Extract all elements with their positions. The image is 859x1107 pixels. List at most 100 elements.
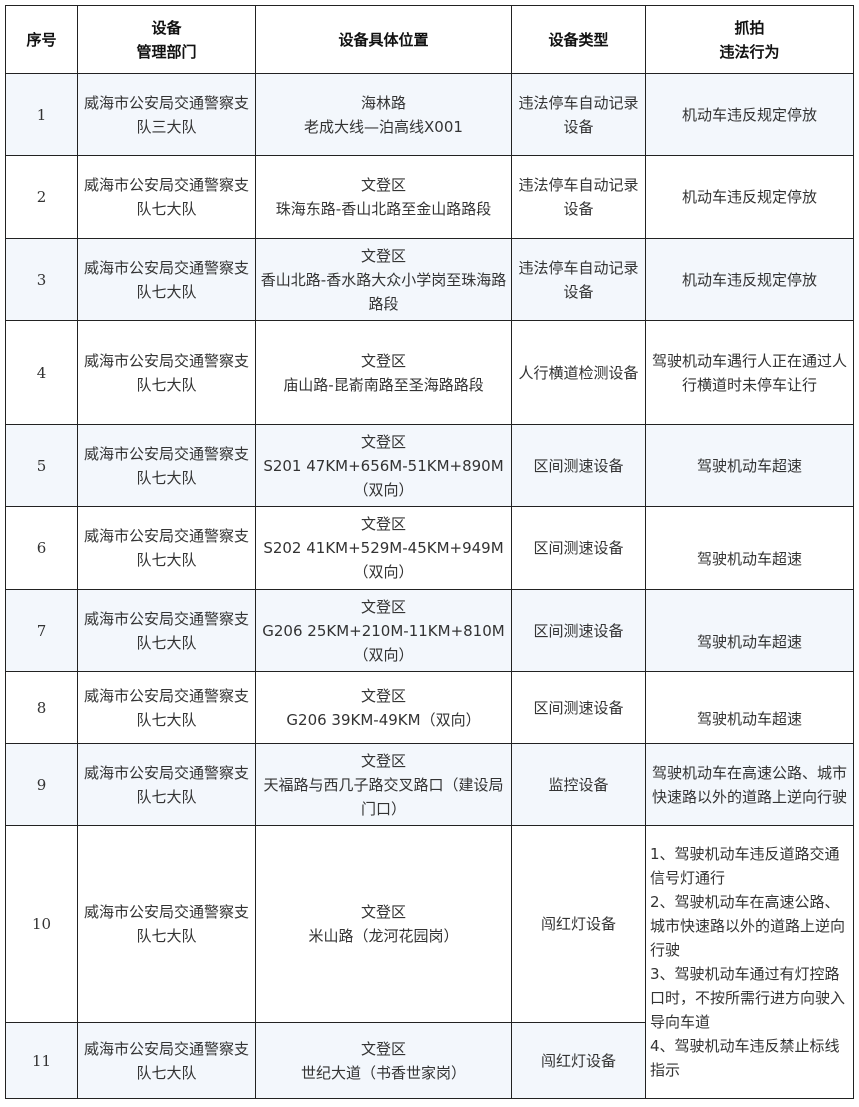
location-area: 文登区 xyxy=(360,751,406,770)
violation-text: 驾驶机动车在高速公路、城市快速路以外的道路上逆向行驶 xyxy=(651,763,847,806)
dept-text: 威海市公安局交通警察支队七大队 xyxy=(83,351,249,394)
row-number: 11 xyxy=(31,1051,52,1070)
cell-no: 7 xyxy=(5,589,78,672)
header-label: 序号 xyxy=(26,30,57,49)
location-detail: G206 25KM+210M-11KM+810M（双向） xyxy=(262,621,505,664)
row-number: 2 xyxy=(36,188,47,206)
cell-action: 驾驶机动车超速 xyxy=(645,424,854,507)
location-detail: S202 41KM+529M-45KM+949M（双向） xyxy=(263,539,504,581)
dept-text: 威海市公安局交通警察支队七大队 xyxy=(83,444,249,487)
cell-action: 驾驶机动车超速 xyxy=(645,589,854,672)
dept-text: 威海市公安局交通警察支队七大队 xyxy=(83,903,249,945)
row-number: 5 xyxy=(36,456,47,475)
violation-text: 机动车违反规定停放 xyxy=(681,105,817,124)
device-type: 违法停车自动记录设备 xyxy=(518,258,639,301)
table-row: 6 威海市公安局交通警察支队七大队 文登区 S202 41KM+529M-45KM+9… xyxy=(5,506,854,590)
cell-action: 机动车违反规定停放 xyxy=(645,238,854,321)
location-detail: 珠海东路-香山北路至金山路路段 xyxy=(275,200,492,218)
cell-location: 文登区 S201 47KM+656M-51KM+890M（双向） xyxy=(255,424,512,507)
cell-location: 文登区 天福路与西几子路交叉路口（建设局门口） xyxy=(255,743,512,826)
device-type: 闯红灯设备 xyxy=(540,1051,616,1070)
location-area: 文登区 xyxy=(360,597,406,616)
violation-text: 驾驶机动车超速 xyxy=(696,632,802,651)
location-area: 文登区 xyxy=(360,1039,406,1058)
location-detail: 庙山路-昆嵛南路至圣海路路段 xyxy=(283,375,484,394)
header-location: 设备具体位置 xyxy=(255,5,512,74)
cell-no: 5 xyxy=(5,424,78,507)
location-area: 文登区 xyxy=(360,246,406,265)
header-row: 序号 设备管理部门 设备具体位置 设备类型 抓拍 违法行为 xyxy=(5,5,854,74)
table-row: 7 威海市公安局交通警察支队七大队 文登区 G206 25KM+210M-11KM+8… xyxy=(5,589,854,672)
violation-text: 机动车违反规定停放 xyxy=(681,270,817,289)
cell-location: 海林路老成大线—泊高线X001 xyxy=(255,73,512,156)
table-row: 8 威海市公安局交通警察支队七大队 文登区 G206 39KM-49KM（双向） 区间测… xyxy=(5,671,854,744)
table-row: 11 威海市公安局交通警察支队七大队 文登区 世纪大道（书香世家岗） 闯红灯设备 xyxy=(5,1022,854,1099)
dept-text: 威海市公安局交通警察支队七大队 xyxy=(83,763,249,806)
cell-dept: 威海市公安局交通警察支队七大队 xyxy=(77,671,256,744)
device-type: 违法停车自动记录设备 xyxy=(518,93,639,136)
cell-action-merged: 1、驾驶机动车违反道路交通信号灯通行 2、驾驶机动车在高速公路、城市快速路以外的道… xyxy=(645,825,854,1099)
location-area: 文登区 xyxy=(360,176,406,194)
location-area: 文登区 xyxy=(360,515,406,533)
dept-text: 威海市公安局交通警察支队七大队 xyxy=(83,176,249,218)
location-detail: 老成大线—泊高线X001 xyxy=(304,117,463,136)
violation-text: 驾驶机动车超速 xyxy=(696,550,802,568)
violation-text: 驾驶机动车超速 xyxy=(696,456,802,475)
cell-dept: 威海市公安局交通警察支队七大队 xyxy=(77,238,256,321)
cell-no: 8 xyxy=(5,671,78,744)
cell-location: 文登区珠海东路-香山北路至金山路路段 xyxy=(255,155,512,239)
location-detail: G206 39KM-49KM（双向） xyxy=(286,710,481,729)
header-label: 管理部门 xyxy=(136,42,197,61)
cell-location: 文登区 G206 25KM+210M-11KM+810M（双向） xyxy=(255,589,512,672)
table-row: 3 威海市公安局交通警察支队七大队 文登区 香山北路-香水路大众小学岗至珠海路路段 违法… xyxy=(5,238,854,321)
header-label: 违法行为 xyxy=(719,42,780,61)
location-area: 文登区 xyxy=(360,686,406,705)
location-area: 文登区 xyxy=(360,903,406,921)
cell-no: 4 xyxy=(5,320,78,425)
header-dept: 设备 管理部门 xyxy=(77,5,256,74)
cell-dept: 威海市公安局交通警察支队七大队 xyxy=(77,320,256,425)
location-area: 海林路 xyxy=(360,93,406,112)
cell-location: 文登区 S202 41KM+529M-45KM+949M（双向） xyxy=(255,506,512,590)
violation-text: 驾驶机动车超速 xyxy=(696,709,802,728)
cell-no: 10 xyxy=(5,825,78,1023)
cell-type: 区间测速设备 xyxy=(511,589,646,672)
dept-text: 威海市公安局交通警察支队三大队 xyxy=(83,93,249,136)
device-type: 区间测速设备 xyxy=(533,539,624,557)
table-row: 4 威海市公安局交通警察支队七大队 文登区 庙山路-昆嵛南路至圣海路路段 人行横道检测设… xyxy=(5,320,854,425)
row-number: 8 xyxy=(36,698,47,717)
location-detail: S201 47KM+656M-51KM+890M（双向） xyxy=(263,456,504,499)
cell-action: 驾驶机动车超速 xyxy=(645,671,854,744)
device-type: 区间测速设备 xyxy=(533,698,624,717)
cell-location: 文登区 G206 39KM-49KM（双向） xyxy=(255,671,512,744)
location-detail: 米山路（龙河花园岗） xyxy=(308,927,459,945)
row-number: 1 xyxy=(36,105,47,124)
cell-action: 机动车违反规定停放 xyxy=(645,73,854,156)
header-label: 设备 xyxy=(151,18,182,37)
location-detail: 香山北路-香水路大众小学岗至珠海路路段 xyxy=(260,270,507,313)
cell-location: 文登区世纪大道（书香世家岗） xyxy=(255,1022,512,1099)
location-area: 文登区 xyxy=(360,432,406,451)
location-detail: 世纪大道（书香世家岗） xyxy=(300,1063,466,1082)
cell-type: 违法停车自动记录设备 xyxy=(511,155,646,239)
table-row: 9 威海市公安局交通警察支队七大队 文登区 天福路与西几子路交叉路口（建设局门口） 监控… xyxy=(5,743,854,826)
cell-dept: 威海市公安局交通警察支队七大队 xyxy=(77,506,256,590)
dept-text: 威海市公安局交通警察支队七大队 xyxy=(83,609,249,652)
device-type: 区间测速设备 xyxy=(533,456,624,475)
header-action: 抓拍 违法行为 xyxy=(645,5,854,74)
row-number: 9 xyxy=(36,775,47,794)
dept-text: 威海市公安局交通警察支队七大队 xyxy=(83,686,249,729)
header-type: 设备类型 xyxy=(511,5,646,74)
cell-type: 闯红灯设备 xyxy=(511,825,646,1023)
cell-dept: 威海市公安局交通警察支队三大队 xyxy=(77,73,256,156)
dept-text: 威海市公安局交通警察支队七大队 xyxy=(83,527,249,569)
cell-dept: 威海市公安局交通警察支队七大队 xyxy=(77,825,256,1023)
dept-text: 威海市公安局交通警察支队七大队 xyxy=(83,258,249,301)
row-number: 4 xyxy=(36,363,47,382)
header-label: 设备类型 xyxy=(548,30,609,49)
dept-text: 威海市公安局交通警察支队七大队 xyxy=(83,1039,249,1082)
cell-type: 违法停车自动记录设备 xyxy=(511,73,646,156)
violation-item: 2、驾驶机动车在高速公路、城市快速路以外的道路上逆向行驶 xyxy=(650,893,846,959)
table-row: 2 威海市公安局交通警察支队七大队 文登区 珠海东路-香山北路至金山路路段 违法停车自动… xyxy=(5,155,854,239)
violation-text: 机动车违反规定停放 xyxy=(681,188,817,206)
